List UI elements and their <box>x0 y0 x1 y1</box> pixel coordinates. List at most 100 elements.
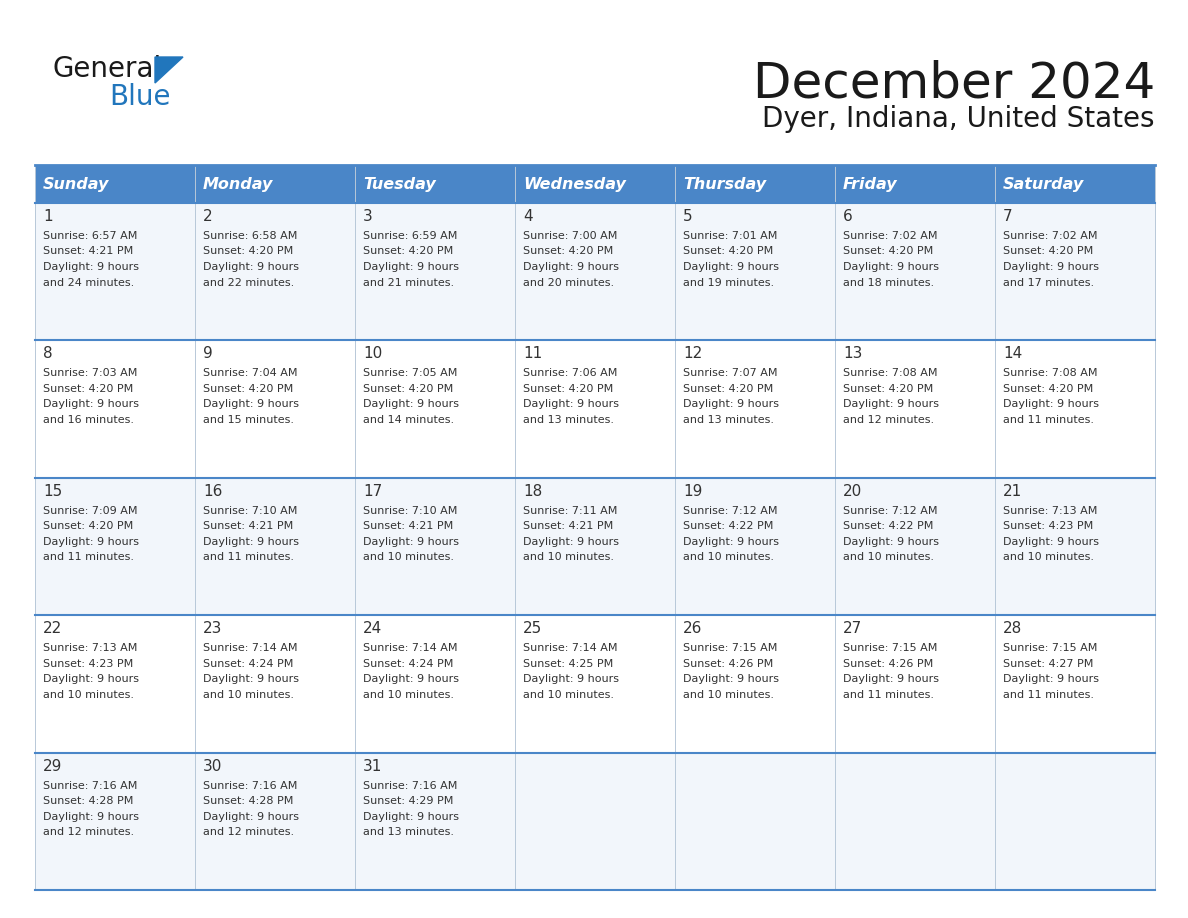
Bar <box>355 477 516 615</box>
Text: Sunrise: 6:58 AM: Sunrise: 6:58 AM <box>203 231 297 241</box>
Text: Daylight: 9 hours: Daylight: 9 hours <box>43 262 139 272</box>
Text: Sunset: 4:24 PM: Sunset: 4:24 PM <box>364 659 454 668</box>
Text: Daylight: 9 hours: Daylight: 9 hours <box>843 537 939 547</box>
Text: 23: 23 <box>203 621 222 636</box>
Bar <box>996 753 1155 890</box>
Text: 24: 24 <box>364 621 383 636</box>
Bar <box>835 477 996 615</box>
Text: Sunrise: 7:06 AM: Sunrise: 7:06 AM <box>523 368 618 378</box>
Text: 4: 4 <box>523 209 532 224</box>
Text: and 10 minutes.: and 10 minutes. <box>683 689 775 700</box>
Text: Sunset: 4:21 PM: Sunset: 4:21 PM <box>364 521 454 532</box>
Text: Daylight: 9 hours: Daylight: 9 hours <box>683 262 779 272</box>
Text: 19: 19 <box>683 484 702 498</box>
Text: and 12 minutes.: and 12 minutes. <box>203 827 295 837</box>
Text: Daylight: 9 hours: Daylight: 9 hours <box>1003 262 1099 272</box>
Bar <box>195 341 355 477</box>
Text: Sunrise: 7:16 AM: Sunrise: 7:16 AM <box>364 780 457 790</box>
Bar <box>195 203 355 341</box>
Text: Sunrise: 7:05 AM: Sunrise: 7:05 AM <box>364 368 457 378</box>
Text: Daylight: 9 hours: Daylight: 9 hours <box>1003 537 1099 547</box>
Text: Blue: Blue <box>109 83 171 111</box>
Bar <box>675 753 835 890</box>
Text: Daylight: 9 hours: Daylight: 9 hours <box>683 537 779 547</box>
Bar <box>516 165 675 203</box>
Text: Sunset: 4:20 PM: Sunset: 4:20 PM <box>364 247 454 256</box>
Text: Sunset: 4:20 PM: Sunset: 4:20 PM <box>1003 247 1093 256</box>
Text: Sunrise: 7:04 AM: Sunrise: 7:04 AM <box>203 368 297 378</box>
Text: Daylight: 9 hours: Daylight: 9 hours <box>364 537 459 547</box>
Text: 29: 29 <box>43 758 63 774</box>
Bar <box>835 203 996 341</box>
Text: and 10 minutes.: and 10 minutes. <box>523 689 614 700</box>
Text: Sunrise: 7:10 AM: Sunrise: 7:10 AM <box>364 506 457 516</box>
Bar <box>835 615 996 753</box>
Text: Sunset: 4:29 PM: Sunset: 4:29 PM <box>364 796 454 806</box>
Bar <box>355 753 516 890</box>
Text: 15: 15 <box>43 484 62 498</box>
Text: Sunrise: 7:10 AM: Sunrise: 7:10 AM <box>203 506 297 516</box>
Text: 27: 27 <box>843 621 862 636</box>
Text: and 10 minutes.: and 10 minutes. <box>1003 553 1094 563</box>
Text: Sunrise: 7:15 AM: Sunrise: 7:15 AM <box>683 644 777 654</box>
Text: 14: 14 <box>1003 346 1022 362</box>
Text: Tuesday: Tuesday <box>364 176 436 192</box>
Bar <box>34 477 195 615</box>
Bar <box>195 615 355 753</box>
Text: Daylight: 9 hours: Daylight: 9 hours <box>683 674 779 684</box>
Bar <box>34 753 195 890</box>
Text: Daylight: 9 hours: Daylight: 9 hours <box>683 399 779 409</box>
Text: Daylight: 9 hours: Daylight: 9 hours <box>843 262 939 272</box>
Text: and 12 minutes.: and 12 minutes. <box>43 827 134 837</box>
Text: Friday: Friday <box>843 176 898 192</box>
Text: 10: 10 <box>364 346 383 362</box>
Bar <box>675 203 835 341</box>
Text: Daylight: 9 hours: Daylight: 9 hours <box>1003 674 1099 684</box>
Text: Sunset: 4:20 PM: Sunset: 4:20 PM <box>843 384 934 394</box>
Text: Sunrise: 7:02 AM: Sunrise: 7:02 AM <box>843 231 937 241</box>
Text: 5: 5 <box>683 209 693 224</box>
Text: and 13 minutes.: and 13 minutes. <box>683 415 775 425</box>
Bar <box>355 341 516 477</box>
Text: and 14 minutes.: and 14 minutes. <box>364 415 454 425</box>
Text: 21: 21 <box>1003 484 1022 498</box>
Bar <box>835 753 996 890</box>
Text: Sunday: Sunday <box>43 176 109 192</box>
Text: 11: 11 <box>523 346 542 362</box>
Text: Sunrise: 7:07 AM: Sunrise: 7:07 AM <box>683 368 777 378</box>
Bar <box>516 477 675 615</box>
Bar <box>195 477 355 615</box>
Text: Sunset: 4:20 PM: Sunset: 4:20 PM <box>43 521 133 532</box>
Text: Sunrise: 7:11 AM: Sunrise: 7:11 AM <box>523 506 618 516</box>
Text: Sunrise: 7:03 AM: Sunrise: 7:03 AM <box>43 368 138 378</box>
Text: and 11 minutes.: and 11 minutes. <box>203 553 293 563</box>
Bar <box>516 753 675 890</box>
Text: Sunset: 4:20 PM: Sunset: 4:20 PM <box>43 384 133 394</box>
Bar <box>34 203 195 341</box>
Bar <box>835 165 996 203</box>
Bar <box>675 477 835 615</box>
Text: and 15 minutes.: and 15 minutes. <box>203 415 293 425</box>
Text: and 10 minutes.: and 10 minutes. <box>683 553 775 563</box>
Text: and 10 minutes.: and 10 minutes. <box>364 689 454 700</box>
Text: December 2024: December 2024 <box>753 60 1155 108</box>
Text: 30: 30 <box>203 758 222 774</box>
Text: Daylight: 9 hours: Daylight: 9 hours <box>203 399 299 409</box>
Text: Sunset: 4:20 PM: Sunset: 4:20 PM <box>203 247 293 256</box>
Text: Daylight: 9 hours: Daylight: 9 hours <box>364 674 459 684</box>
Text: Daylight: 9 hours: Daylight: 9 hours <box>203 537 299 547</box>
Text: Sunrise: 7:16 AM: Sunrise: 7:16 AM <box>203 780 297 790</box>
Bar <box>516 341 675 477</box>
Text: Daylight: 9 hours: Daylight: 9 hours <box>203 262 299 272</box>
Text: Daylight: 9 hours: Daylight: 9 hours <box>364 262 459 272</box>
Text: 12: 12 <box>683 346 702 362</box>
Text: 2: 2 <box>203 209 213 224</box>
Text: and 10 minutes.: and 10 minutes. <box>843 553 934 563</box>
Text: 31: 31 <box>364 758 383 774</box>
Text: and 24 minutes.: and 24 minutes. <box>43 277 134 287</box>
Text: Sunset: 4:23 PM: Sunset: 4:23 PM <box>1003 521 1093 532</box>
Text: Sunset: 4:22 PM: Sunset: 4:22 PM <box>683 521 773 532</box>
Text: Sunset: 4:21 PM: Sunset: 4:21 PM <box>203 521 293 532</box>
Text: and 13 minutes.: and 13 minutes. <box>523 415 614 425</box>
Bar <box>996 341 1155 477</box>
